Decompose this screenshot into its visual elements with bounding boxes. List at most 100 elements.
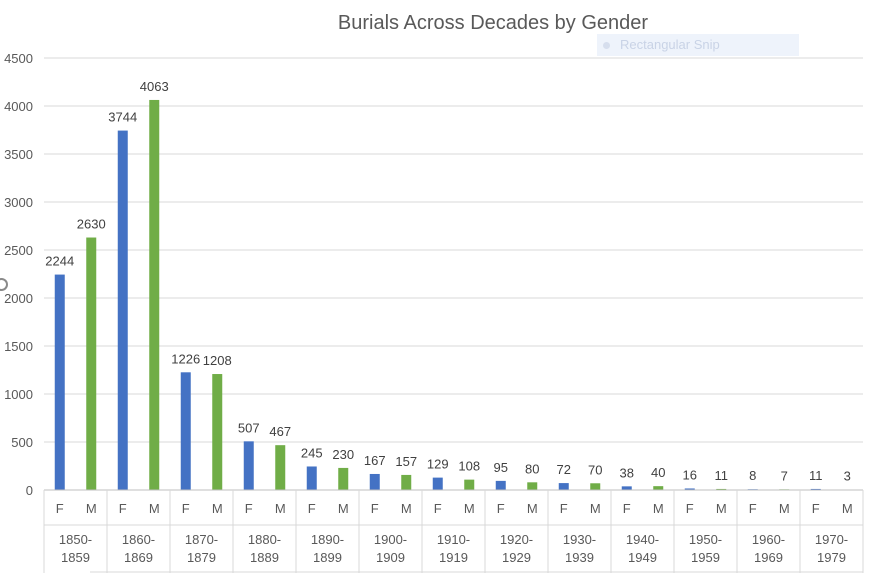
y-tick-label: 4000: [4, 99, 33, 114]
sub-category-label: F: [182, 501, 190, 516]
data-label: 2244: [45, 254, 74, 269]
sub-category-label: F: [623, 501, 631, 516]
x-axis: F M 1850-1859 F M 1860-1869 F M 1870-1879 F M 1880-…: [43, 489, 864, 573]
sub-category-label: F: [434, 501, 442, 516]
data-label: 108: [458, 459, 480, 474]
data-label: 3744: [108, 110, 137, 125]
bar-f: [495, 480, 506, 490]
decade-label: 1930-1939: [563, 532, 596, 565]
data-label: 80: [525, 461, 539, 476]
data-label: 467: [269, 424, 291, 439]
data-label: 7: [781, 468, 788, 483]
sub-category-label: M: [149, 501, 160, 516]
decade-label: 1890-1899: [311, 532, 344, 565]
bar-f: [243, 441, 254, 490]
decade-label: 1920-1929: [500, 532, 533, 565]
bar-f: [432, 477, 443, 490]
sub-category-label: M: [527, 501, 538, 516]
bar-m: [464, 479, 475, 490]
y-tick-label: 1500: [4, 339, 33, 354]
data-label: 507: [238, 420, 260, 435]
bar-f: [54, 274, 65, 490]
gridlines: [44, 57, 863, 443]
bar-m: [275, 445, 286, 490]
data-label: 95: [494, 460, 508, 475]
data-label: 11: [809, 468, 823, 483]
snip-label: Rectangular Snip: [620, 37, 720, 52]
data-label: 230: [332, 447, 354, 462]
decade-label: 1960-1969: [752, 532, 785, 565]
decade-label: 1870-1879: [185, 532, 218, 565]
bar-f: [180, 372, 191, 490]
bar-m: [149, 99, 160, 491]
cursor-ring-icon: [0, 278, 8, 291]
data-label: 8: [749, 468, 756, 483]
sub-category-label: F: [371, 501, 379, 516]
snip-dot-icon: [603, 41, 610, 49]
y-tick-label: 0: [26, 483, 33, 498]
data-label: 1208: [203, 353, 232, 368]
bar-f: [558, 483, 569, 490]
sub-category-label: M: [590, 501, 601, 516]
data-label: 157: [395, 454, 417, 469]
data-label: 40: [651, 465, 665, 480]
decade-label: 1940-1949: [626, 532, 659, 565]
data-label: 245: [301, 445, 323, 460]
decade-label: 1970-1979: [815, 532, 848, 565]
decade-label: 1910-1919: [437, 532, 470, 565]
sub-category-label: F: [497, 501, 505, 516]
data-label: 129: [427, 457, 449, 472]
bar-m: [86, 237, 97, 490]
bar-f: [810, 488, 821, 490]
sub-category-label: F: [56, 501, 64, 516]
bar-m: [212, 374, 223, 490]
bar-m: [401, 474, 412, 490]
decade-label: 1850-1859: [59, 532, 92, 565]
bar-f: [369, 473, 380, 490]
bar-f: [621, 486, 632, 490]
bar-m: [338, 467, 349, 490]
sub-category-label: M: [716, 501, 727, 516]
data-label: 70: [588, 462, 602, 477]
data-label: 2630: [77, 217, 106, 232]
bar-m: [716, 488, 727, 490]
y-tick-label: 500: [11, 435, 33, 450]
chart-title: Burials Across Decades by Gender: [338, 12, 648, 34]
y-axis: 0 500 1000 1500 2000 2500 3000 3500 4000 4500: [4, 51, 33, 498]
rectangular-snip-tooltip: Rectangular Snip: [597, 34, 799, 56]
sub-category-label: M: [779, 501, 790, 516]
sub-category-label: M: [653, 501, 664, 516]
data-label: 11: [715, 468, 729, 483]
y-tick-label: 2500: [4, 243, 33, 258]
y-tick-label: 1000: [4, 387, 33, 402]
decade-label: 1880-1889: [248, 532, 281, 565]
sub-category-label: F: [812, 501, 820, 516]
sub-category-label: F: [308, 501, 316, 516]
bar-m: [527, 482, 538, 490]
sub-category-label: M: [212, 501, 223, 516]
y-tick-label: 2000: [4, 291, 33, 306]
bar-m: [653, 486, 664, 490]
sub-category-label: F: [560, 501, 568, 516]
bar-m: [590, 483, 601, 490]
data-label: 1226: [171, 351, 200, 366]
sub-category-label: M: [401, 501, 412, 516]
sub-category-label: M: [464, 501, 475, 516]
bars: [54, 99, 853, 491]
data-label: 3: [844, 469, 851, 484]
decade-label: 1950-1959: [689, 532, 722, 565]
sub-category-label: M: [338, 501, 349, 516]
sub-category-label: F: [119, 501, 127, 516]
sub-category-label: M: [842, 501, 853, 516]
sub-category-label: F: [686, 501, 694, 516]
y-tick-label: 3000: [4, 195, 33, 210]
data-label: 72: [557, 462, 571, 477]
data-label: 38: [620, 465, 634, 480]
data-label: 4063: [140, 79, 169, 94]
y-tick-label: 4500: [4, 51, 33, 66]
sub-category-label: M: [275, 501, 286, 516]
decade-label: 1860-1869: [122, 532, 155, 565]
sub-category-label: F: [245, 501, 253, 516]
bar-f: [684, 488, 695, 490]
